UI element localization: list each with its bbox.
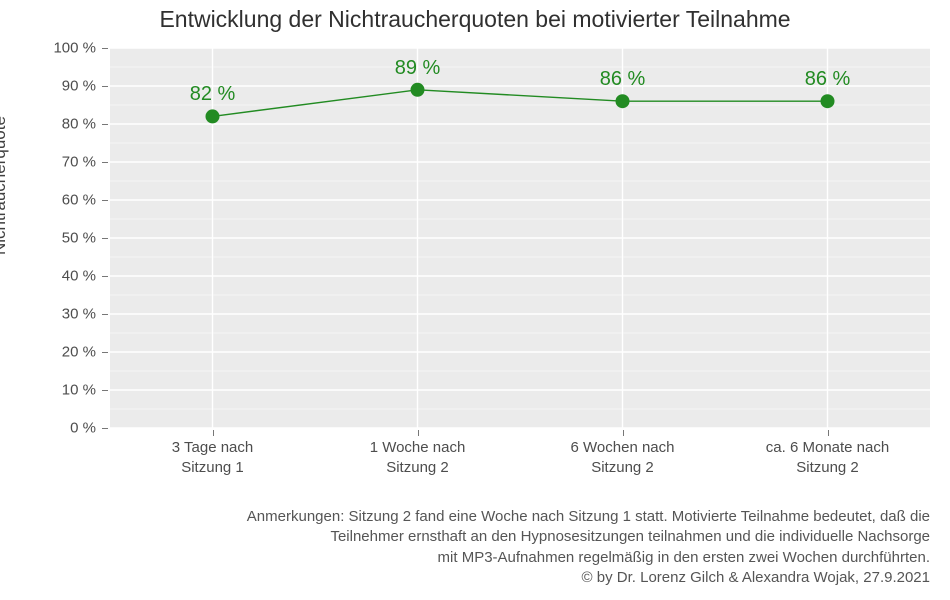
y-tick-mark bbox=[102, 86, 108, 87]
chart-title: Entwicklung der Nichtraucherquoten bei m… bbox=[0, 6, 950, 33]
x-tick-label: 6 Wochen nachSitzung 2 bbox=[571, 438, 675, 477]
y-tick-mark bbox=[102, 200, 108, 201]
y-tick-mark bbox=[102, 390, 108, 391]
caption-line: Anmerkungen: Sitzung 2 fand eine Woche n… bbox=[247, 507, 930, 527]
caption: Anmerkungen: Sitzung 2 fand eine Woche n… bbox=[247, 507, 930, 588]
x-tick-mark bbox=[213, 430, 214, 436]
y-tick-label: 70 % bbox=[62, 154, 96, 171]
y-tick-mark bbox=[102, 428, 108, 429]
y-axis-label: Nichtraucherquote bbox=[0, 116, 10, 255]
y-tick-label: 20 % bbox=[62, 344, 96, 361]
caption-line: Teilnehmer ernsthaft an den Hypnosesitzu… bbox=[247, 527, 930, 547]
y-tick-label: 10 % bbox=[62, 382, 96, 399]
data-point-label: 82 % bbox=[190, 83, 236, 106]
y-tick-mark bbox=[102, 314, 108, 315]
x-tick-label: 3 Tage nachSitzung 1 bbox=[172, 438, 253, 477]
x-tick-mark bbox=[828, 430, 829, 436]
y-tick-mark bbox=[102, 352, 108, 353]
y-tick-mark bbox=[102, 124, 108, 125]
x-tick-mark bbox=[623, 430, 624, 436]
caption-line: © by Dr. Lorenz Gilch & Alexandra Wojak,… bbox=[247, 568, 930, 588]
data-point-label: 86 % bbox=[805, 68, 851, 91]
x-tick-label: 1 Woche nachSitzung 2 bbox=[370, 438, 466, 477]
x-tick-mark bbox=[418, 430, 419, 436]
y-tick-label: 50 % bbox=[62, 230, 96, 247]
chart-container: Entwicklung der Nichtraucherquoten bei m… bbox=[0, 0, 950, 600]
y-tick-mark bbox=[102, 162, 108, 163]
data-point-label: 89 % bbox=[395, 57, 441, 80]
y-tick-mark bbox=[102, 48, 108, 49]
y-tick-label: 90 % bbox=[62, 78, 96, 95]
caption-line: mit MP3-Aufnahmen regelmäßig in den erst… bbox=[247, 548, 930, 568]
y-tick-label: 0 % bbox=[70, 420, 96, 437]
y-tick-mark bbox=[102, 238, 108, 239]
y-tick-label: 100 % bbox=[53, 40, 96, 57]
plot-panel: 0 %10 %20 %30 %40 %50 %60 %70 %80 %90 %1… bbox=[110, 48, 930, 428]
y-tick-mark bbox=[102, 276, 108, 277]
y-tick-label: 80 % bbox=[62, 116, 96, 133]
y-tick-label: 30 % bbox=[62, 306, 96, 323]
data-point-label: 86 % bbox=[600, 68, 646, 91]
y-tick-label: 60 % bbox=[62, 192, 96, 209]
y-tick-label: 40 % bbox=[62, 268, 96, 285]
x-tick-label: ca. 6 Monate nachSitzung 2 bbox=[766, 438, 889, 477]
